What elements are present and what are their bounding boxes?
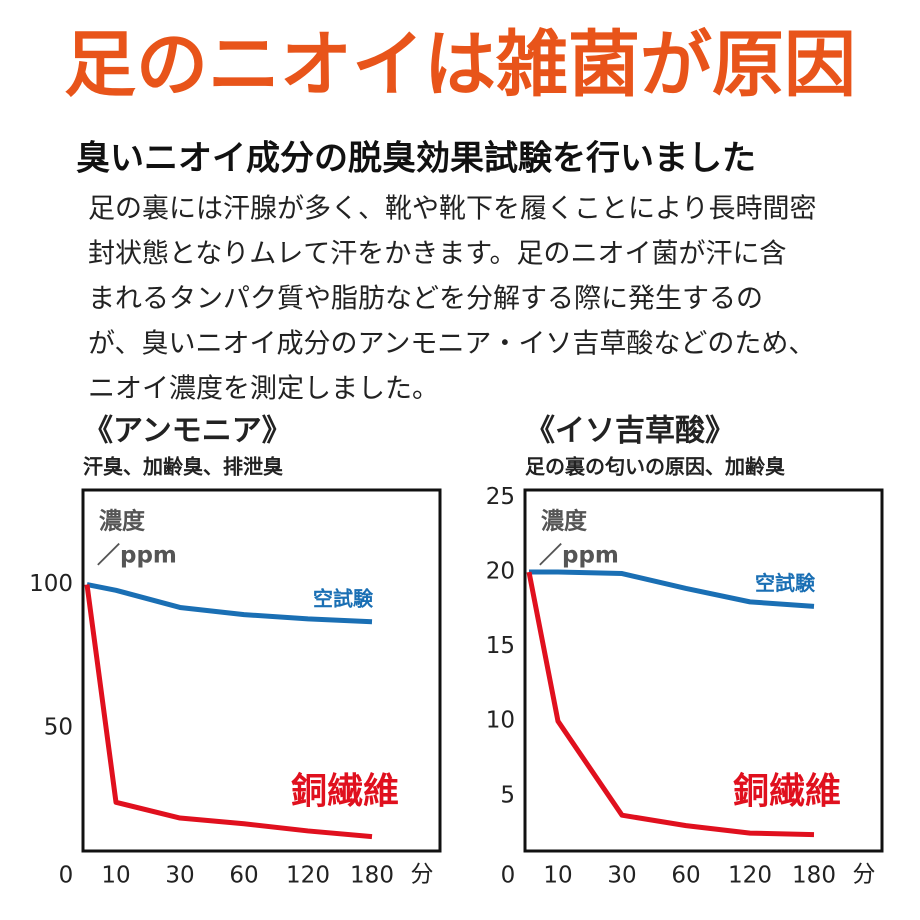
y-axis-label: 濃度 bbox=[541, 508, 588, 535]
body-text: が、臭いニオイ成分のアンモニア・イソ吉草酸などのため、 bbox=[88, 329, 815, 360]
y-axis-unit: ／ppm bbox=[97, 542, 177, 569]
x-tick-label: 180 bbox=[792, 863, 836, 889]
x-tick-label: 60 bbox=[671, 863, 700, 889]
y-tick-label: 50 bbox=[44, 714, 73, 740]
series-line bbox=[529, 569, 815, 609]
y-tick-label: 15 bbox=[486, 633, 515, 659]
series-label: 空試験 bbox=[313, 586, 374, 610]
chart-subtitle: 足の裏の匂いの原因、加齢臭 bbox=[525, 455, 785, 479]
plot-frame bbox=[81, 488, 442, 853]
y-axis-label: 濃度 bbox=[99, 508, 146, 535]
plot-frame bbox=[523, 488, 884, 853]
x-tick-label: 30 bbox=[607, 863, 636, 889]
body-text: 封状態となりムレて汗をかきます。足のニオイ菌が汗に含 bbox=[88, 239, 787, 270]
series-line bbox=[526, 571, 815, 838]
chart-title: 《イソ吉草酸》 bbox=[525, 414, 735, 449]
subheadline: 臭いニオイ成分の脱臭効果試験を行いました bbox=[76, 139, 756, 179]
x-tick-label: 10 bbox=[543, 863, 572, 889]
body-text: 足の裏には汗腺が多く、靴や靴下を履くことにより長時間密 bbox=[88, 194, 816, 225]
x-tick-label: 120 bbox=[728, 863, 772, 889]
series-label: 空試験 bbox=[755, 571, 816, 595]
x-tick-label: 0 bbox=[501, 863, 516, 889]
x-tick-label: 60 bbox=[229, 863, 258, 889]
y-tick-label: 25 bbox=[486, 484, 515, 510]
y-tick-label: 5 bbox=[500, 782, 515, 808]
chart-subtitle: 汗臭、加齢臭、排泄臭 bbox=[83, 455, 283, 479]
x-axis-unit: 分 bbox=[853, 862, 876, 888]
x-axis-unit: 分 bbox=[411, 862, 434, 888]
x-tick-label: 10 bbox=[101, 863, 130, 889]
x-tick-label: 0 bbox=[59, 863, 74, 889]
chart-title: 《アンモニア》 bbox=[83, 414, 292, 449]
series-line bbox=[86, 582, 373, 625]
series-label: 銅繊維 bbox=[733, 770, 841, 812]
body-text: ニオイ濃度を測定しました。 bbox=[88, 374, 439, 405]
y-tick-label: 100 bbox=[29, 571, 73, 597]
series-line bbox=[84, 584, 373, 840]
x-tick-label: 30 bbox=[165, 863, 194, 889]
y-tick-label: 20 bbox=[486, 559, 515, 585]
y-tick-label: 10 bbox=[486, 708, 515, 734]
body-text: まれるタンパク質や脂肪などを分解する際に発生するの bbox=[88, 284, 763, 315]
x-tick-label: 120 bbox=[286, 863, 330, 889]
series-label: 銅繊維 bbox=[291, 770, 399, 812]
headline: 足のニオイは雑菌が原因 bbox=[64, 23, 856, 107]
y-axis-unit: ／ppm bbox=[539, 542, 619, 569]
x-tick-label: 180 bbox=[350, 863, 394, 889]
